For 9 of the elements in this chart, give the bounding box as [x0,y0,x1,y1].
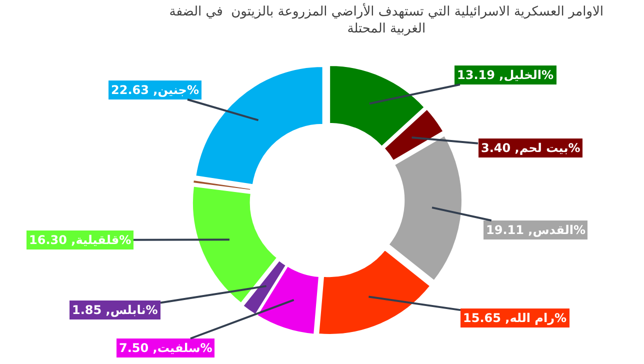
chart-title: الاوامر العسكرية الاسرائيلية التي تستهدف الأراضي المزروعة بالزيتون في الضفة الغربية المحتلة [169,2,604,36]
slice-label: قلقيلية, 16.30% [29,233,132,247]
slice-label: نابلس, 1.85% [72,303,158,317]
slice-label: بيت لحم, 3.40% [481,141,580,155]
slice-label: القدس, 19.11% [486,223,586,237]
slice-label: سلفيت, 7.50% [119,341,212,355]
slice-label: رام الله, 15.65% [463,311,567,325]
slice-label: جنين, 22.63% [111,83,199,97]
slice-label: الخليل, 13.19% [457,68,554,82]
